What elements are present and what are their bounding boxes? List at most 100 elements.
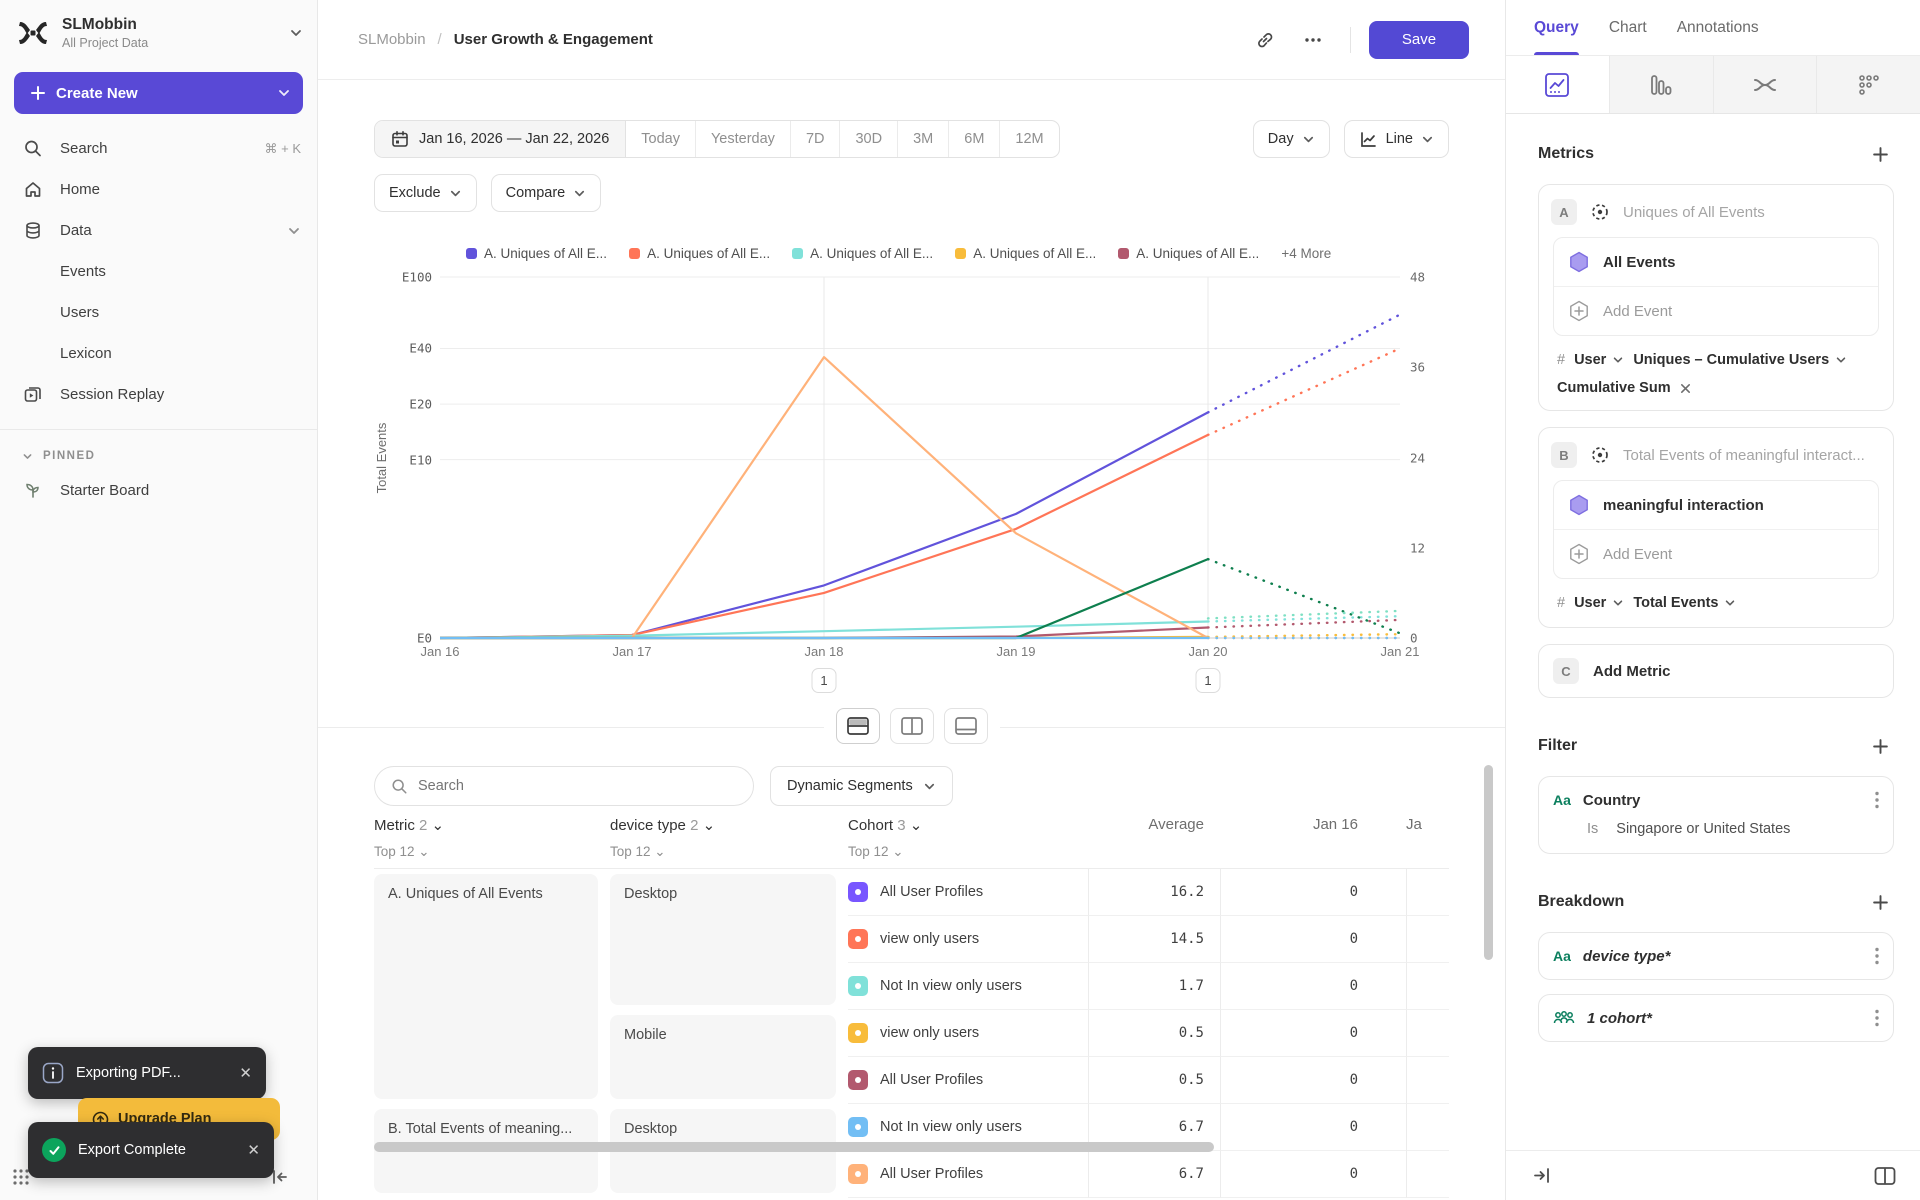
flows-report-tab[interactable] [1712, 56, 1817, 113]
entity-dropdown[interactable]: User [1574, 352, 1624, 368]
preset-30d[interactable]: 30D [840, 121, 899, 157]
save-button[interactable]: Save [1369, 20, 1469, 59]
breadcrumb-workspace[interactable]: SLMobbin [358, 31, 426, 48]
add-event-button[interactable]: Add Event [1554, 286, 1878, 335]
preset-today[interactable]: Today [626, 121, 696, 157]
add-breakdown-plus-button[interactable] [1866, 888, 1894, 916]
copy-link-button[interactable] [1246, 21, 1284, 59]
table-search-input[interactable] [418, 778, 737, 794]
grid-dots-icon[interactable] [12, 1168, 30, 1186]
kebab-menu-icon[interactable] [1875, 791, 1879, 809]
preset-3m[interactable]: 3M [898, 121, 950, 157]
filter-value[interactable]: Singapore or United States [1616, 821, 1791, 837]
legend-item[interactable]: A. Uniques of All E... [466, 246, 607, 261]
cohort-cell[interactable]: All User Profiles [848, 869, 1088, 916]
insights-report-tab[interactable] [1506, 56, 1609, 113]
layout-split-horizontal-button[interactable] [835, 708, 880, 744]
breakdown-cohort-name[interactable]: 1 cohort* [1587, 1009, 1653, 1027]
legend-item[interactable]: A. Uniques of All E... [792, 246, 933, 261]
chart-type-dropdown[interactable]: Line [1343, 120, 1449, 158]
collapse-sidebar-icon[interactable] [271, 1168, 289, 1186]
x-tick-label: Jan 17 [612, 644, 652, 659]
metric-title-a[interactable]: Uniques of All Events [1623, 203, 1765, 221]
granularity-dropdown[interactable]: Day [1252, 120, 1330, 158]
close-icon[interactable]: ✕ [239, 1065, 252, 1082]
event-row-all-events[interactable]: All Events [1554, 238, 1878, 286]
preset-yesterday[interactable]: Yesterday [696, 121, 791, 157]
kebab-menu-icon[interactable] [1875, 947, 1879, 965]
layout-split-vertical-button[interactable] [889, 708, 934, 744]
tab-query[interactable]: Query [1534, 0, 1579, 55]
sidebar-item-search[interactable]: Search ⌘ + K [0, 128, 317, 169]
sidebar-item-session-replay[interactable]: Session Replay [0, 374, 317, 415]
table-search-box[interactable] [374, 766, 754, 806]
pinned-section-toggle[interactable]: PINNED [0, 430, 317, 470]
metric-top-filter[interactable]: Top 12 ⌄ [374, 844, 430, 859]
column-header-cohort[interactable]: Cohort 3 ⌄ Top 12 ⌄ [848, 816, 1088, 860]
cohort-cell[interactable]: view only users [848, 1010, 1088, 1057]
legend-more[interactable]: +4 More [1281, 246, 1332, 261]
legend-item[interactable]: A. Uniques of All E... [629, 246, 770, 261]
add-filter-plus-button[interactable] [1866, 732, 1894, 760]
dynamic-segments-dropdown[interactable]: Dynamic Segments [770, 766, 953, 806]
close-icon[interactable]: ✕ [247, 1142, 260, 1159]
tab-annotations[interactable]: Annotations [1676, 18, 1759, 36]
annotation-badge[interactable]: 1 [1195, 668, 1221, 693]
layout-bottom-panel-button[interactable] [943, 708, 988, 744]
annotation-badge[interactable]: 1 [811, 668, 837, 693]
remove-chip-icon[interactable] [1679, 382, 1692, 395]
split-view-icon[interactable] [1874, 1166, 1896, 1186]
cohort-cell[interactable]: All User Profiles [848, 1057, 1088, 1104]
sidebar-item-data[interactable]: Data [0, 210, 317, 251]
date-range-picker[interactable]: Jan 16, 2026 — Jan 22, 2026 [375, 121, 627, 157]
kebab-menu-icon[interactable] [1875, 1009, 1879, 1027]
collapse-panel-icon[interactable] [1532, 1166, 1551, 1185]
plot-area[interactable] [440, 275, 1400, 640]
device-top-filter[interactable]: Top 12 ⌄ [610, 844, 666, 859]
metric-cell[interactable]: A. Uniques of All Events [374, 874, 598, 1099]
add-event-button[interactable]: Add Event [1554, 529, 1878, 578]
sidebar-item-users[interactable]: Users [0, 292, 317, 333]
more-options-button[interactable] [1294, 21, 1332, 59]
sidebar-item-lexicon[interactable]: Lexicon [0, 333, 317, 374]
entity-dropdown[interactable]: User [1574, 595, 1624, 611]
preset-7d[interactable]: 7D [791, 121, 841, 157]
sidebar-item-home[interactable]: Home [0, 169, 317, 210]
legend-item[interactable]: A. Uniques of All E... [955, 246, 1096, 261]
exclude-dropdown[interactable]: Exclude [374, 174, 477, 212]
create-new-button[interactable]: Create New [14, 72, 303, 114]
funnels-report-tab[interactable] [1608, 56, 1713, 113]
sidebar-item-starter-board[interactable]: Starter Board [0, 470, 317, 511]
breakdown-property-name[interactable]: device type* [1582, 947, 1671, 965]
column-header-device-type[interactable]: device type 2 ⌄ Top 12 ⌄ [610, 816, 848, 860]
preset-12m[interactable]: 12M [1015, 131, 1044, 147]
column-header-jan16[interactable]: Jan 16 [1312, 816, 1358, 833]
sidebar-item-events[interactable]: Events [0, 251, 317, 292]
legend-item[interactable]: A. Uniques of All E... [1118, 246, 1259, 261]
cohort-cell[interactable]: All User Profiles [848, 1151, 1088, 1198]
add-metric-plus-button[interactable] [1866, 140, 1894, 168]
add-metric-row[interactable]: C Add Metric [1538, 644, 1894, 698]
metric-settings-icon[interactable] [1589, 201, 1611, 223]
measure-dropdown[interactable]: Total Events [1633, 595, 1736, 611]
cohort-cell[interactable]: view only users [848, 916, 1088, 963]
vertical-scrollbar[interactable] [1484, 765, 1493, 960]
column-header-metric[interactable]: Metric 2 ⌄ Top 12 ⌄ [374, 816, 610, 860]
retention-report-tab[interactable] [1816, 56, 1920, 113]
device-cell[interactable]: Desktop [610, 874, 836, 1005]
measure-dropdown[interactable]: Uniques – Cumulative Users [1633, 352, 1847, 368]
filter-property-name[interactable]: Country [1582, 791, 1641, 809]
metric-title-b[interactable]: Total Events of meaningful interact... [1623, 446, 1865, 464]
cohort-cell[interactable]: Not In view only users [848, 963, 1088, 1010]
filter-operator[interactable]: Is [1587, 821, 1599, 837]
column-header-average[interactable]: Average [1148, 816, 1204, 833]
metric-settings-icon[interactable] [1589, 444, 1611, 466]
compare-dropdown[interactable]: Compare [490, 174, 602, 212]
preset-6m[interactable]: 6M [949, 121, 1001, 157]
device-cell[interactable]: Mobile [610, 1015, 836, 1099]
tab-chart[interactable]: Chart [1608, 18, 1647, 36]
workspace-switcher[interactable]: SLMobbin All Project Data [0, 0, 317, 64]
event-row-meaningful-interaction[interactable]: meaningful interaction [1554, 481, 1878, 529]
horizontal-scrollbar[interactable] [374, 1142, 1214, 1152]
cohort-top-filter[interactable]: Top 12 ⌄ [848, 844, 904, 859]
